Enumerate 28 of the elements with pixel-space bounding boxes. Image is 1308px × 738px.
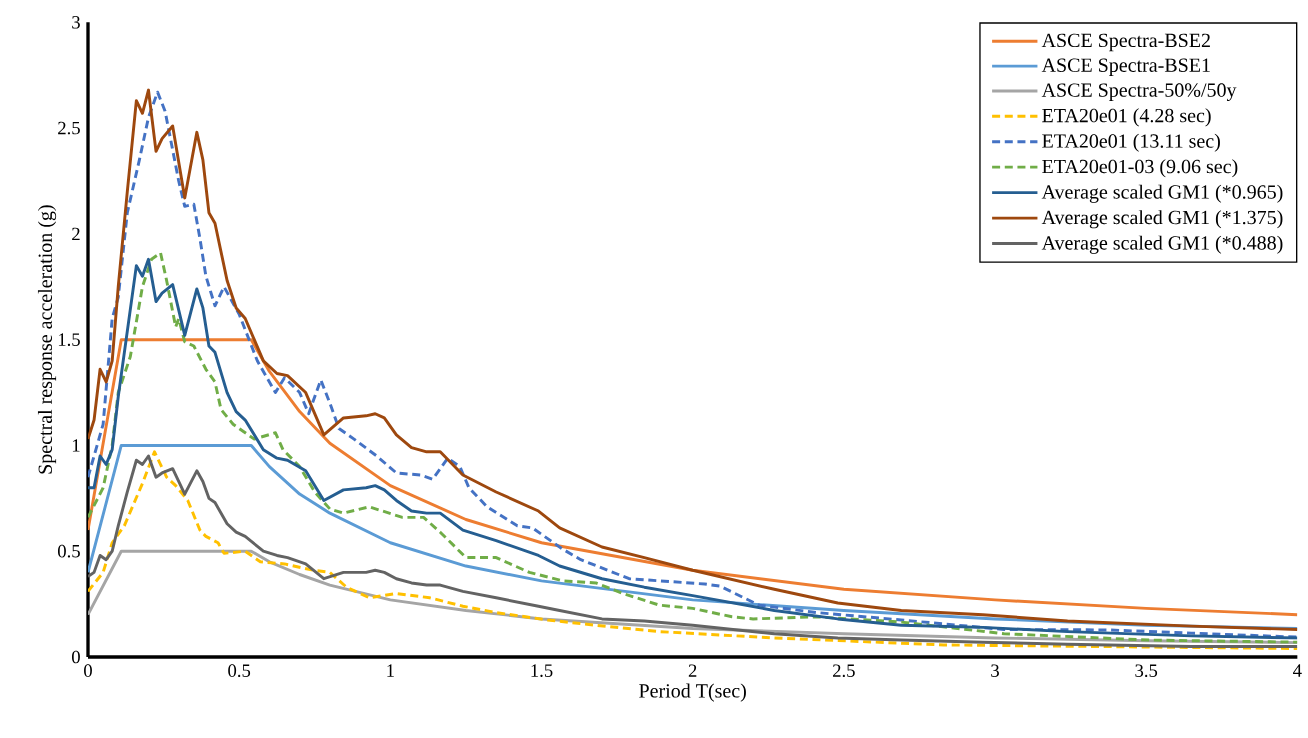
y-tick-label: 2.5 [58, 121, 80, 135]
legend-label: Average scaled GM1 (*0.488) [1041, 235, 1283, 254]
legend-label: Average scaled GM1 (*1.375) [1041, 210, 1283, 229]
y-tick-label: 1 [72, 439, 80, 452]
legend-label: ASCE Spectra-BSE2 [1041, 33, 1210, 52]
x-tick-label: 2.5 [832, 664, 855, 678]
legend-label: ETA20e01-03 (9.06 sec) [1042, 159, 1238, 178]
legend-label: Average scaled GM1 (*0.965) [1041, 184, 1283, 203]
y-tick-label: 2 [72, 227, 80, 241]
y-tick-label: 0.5 [58, 544, 80, 558]
legend-label: ASCE Spectra-50%/50y [1041, 83, 1237, 101]
legend-label: ASCE Spectra-BSE1 [1041, 58, 1210, 77]
x-tick-label: 3 [991, 664, 999, 677]
x-tick-label: 0.5 [228, 664, 251, 678]
y-axis-title: Spectral response acceleration (g) [37, 205, 57, 474]
legend-label: ETA20e01 (4.28 sec) [1042, 108, 1211, 127]
line-series [88, 338, 1298, 617]
x-tick-label: 0 [84, 664, 92, 677]
y-tick-label: 1.5 [58, 333, 80, 346]
x-tick-label: 2 [688, 664, 697, 677]
legend-label: ETA20e01 (13.11 sec) [1042, 133, 1220, 152]
y-tick-label: 3 [72, 16, 80, 29]
x-tick-label: 1.5 [531, 664, 553, 677]
x-tick-label: 3.5 [1135, 664, 1158, 678]
y-tick-label: 0 [72, 650, 80, 664]
x-tick-label: 4 [1293, 664, 1302, 677]
x-axis-title: Period T(sec) [639, 683, 746, 702]
x-tick-label: 1 [387, 664, 394, 677]
